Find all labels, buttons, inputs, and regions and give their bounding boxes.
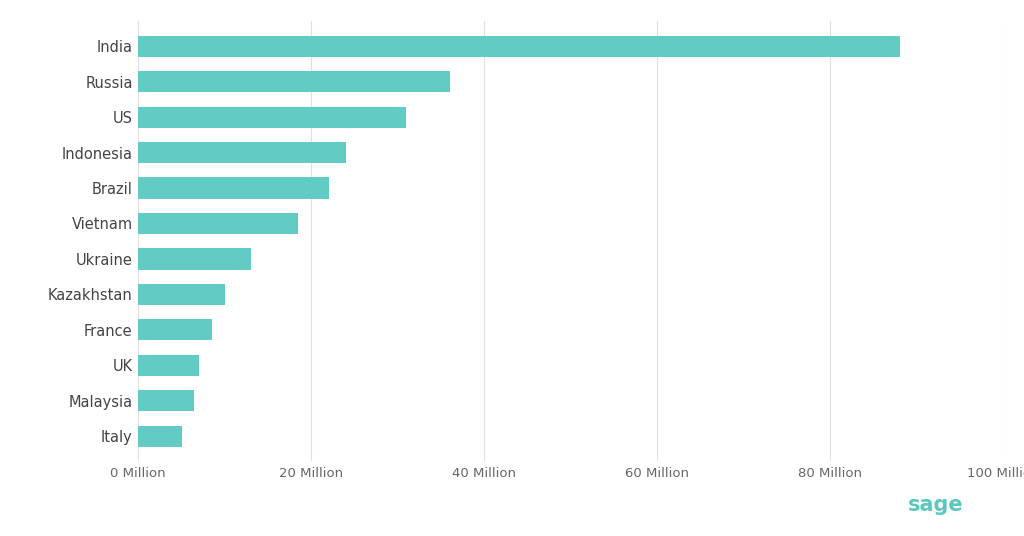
Bar bbox=[138, 142, 346, 163]
Bar bbox=[138, 107, 407, 128]
Bar bbox=[138, 177, 329, 199]
Bar bbox=[138, 213, 298, 234]
Bar bbox=[138, 35, 900, 57]
Bar bbox=[138, 390, 195, 411]
Bar bbox=[138, 248, 251, 270]
Text: Telegram App Downloads By Country As Of 2023: Telegram App Downloads By Country As Of … bbox=[26, 496, 516, 514]
Text: sage: sage bbox=[908, 495, 964, 515]
Bar bbox=[138, 319, 212, 340]
Bar bbox=[138, 426, 181, 447]
Text: demand: demand bbox=[824, 495, 919, 515]
Bar bbox=[138, 284, 225, 305]
Bar bbox=[138, 71, 450, 92]
Bar bbox=[138, 355, 199, 376]
